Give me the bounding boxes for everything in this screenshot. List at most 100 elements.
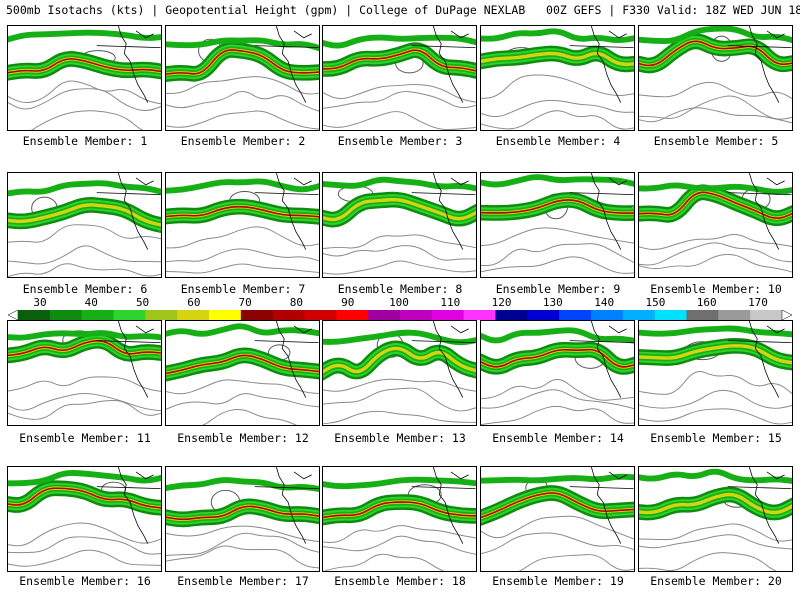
ensemble-map-9	[481, 173, 634, 274]
colorbar-swatch	[622, 310, 656, 320]
height-contour	[166, 110, 319, 130]
ensemble-panel-13	[322, 320, 477, 426]
height-contour	[323, 245, 476, 261]
coastline	[254, 467, 319, 544]
jet-band	[323, 49, 476, 72]
colorbar-tick-label: 120	[491, 296, 512, 309]
jet-band-secondary	[8, 180, 161, 197]
colorbar-swatch	[591, 310, 624, 320]
ensemble-map-15	[639, 321, 792, 425]
ensemble-panel-2	[165, 25, 320, 131]
ensemble-panel-5	[638, 25, 793, 131]
ensemble-member-label: Ensemble Member: 19	[492, 574, 624, 588]
jet-band	[166, 505, 319, 521]
jet-band-secondary	[166, 323, 319, 337]
ensemble-panel-7	[165, 172, 320, 278]
ensemble-panel-15	[638, 320, 793, 426]
jet-band-secondary	[639, 325, 792, 338]
height-contour	[323, 91, 476, 109]
ensemble-member-label: Ensemble Member: 11	[19, 431, 151, 445]
ensemble-map-7	[166, 173, 319, 274]
jet-band-secondary	[323, 476, 476, 490]
colorbar-tick-label: 160	[696, 296, 717, 309]
ensemble-panel-12	[165, 320, 320, 426]
height-contour	[481, 532, 634, 555]
ensemble-member-label: Ensemble Member: 7	[180, 282, 306, 296]
height-contour	[481, 99, 634, 118]
height-contour	[8, 245, 161, 265]
height-contour	[8, 392, 161, 412]
height-contour	[8, 263, 161, 277]
jet-band-secondary	[481, 473, 634, 484]
height-contour	[639, 389, 792, 409]
jet-band	[481, 492, 634, 519]
colorbar-swatch	[81, 310, 114, 320]
ensemble-panel-9	[480, 172, 635, 278]
ensemble-member-label: Ensemble Member: 16	[19, 574, 151, 588]
jet-band	[166, 354, 319, 375]
ensemble-member-label: Ensemble Member: 17	[177, 574, 309, 588]
height-contour	[323, 535, 476, 555]
jet-band-secondary	[166, 37, 319, 52]
height-contour	[639, 81, 792, 99]
height-contour	[481, 379, 634, 401]
ensemble-map-17	[166, 467, 319, 569]
jet-band	[323, 197, 476, 222]
height-contour	[639, 371, 792, 395]
colorbar-tick-label: 40	[84, 296, 98, 309]
coastline	[411, 321, 476, 398]
colorbar-arrow-left	[8, 310, 19, 320]
ensemble-panel-1	[7, 25, 162, 131]
colorbar-swatch	[145, 310, 178, 320]
height-contour	[639, 107, 792, 124]
ensemble-map-6	[8, 173, 161, 277]
height-contour	[166, 545, 319, 569]
colorbar-swatch	[18, 310, 51, 320]
colorbar-swatch	[49, 310, 83, 320]
height-contour	[8, 88, 161, 111]
height-contour	[639, 552, 777, 571]
height-contour	[639, 234, 792, 250]
coastline	[569, 467, 634, 544]
ensemble-member-label: Ensemble Member: 3	[337, 134, 463, 148]
colorbar-swatch	[718, 310, 751, 320]
coastline	[96, 173, 161, 250]
height-contour	[639, 523, 792, 542]
jet-band	[8, 203, 161, 227]
colorbar-swatch	[177, 310, 210, 320]
jet-band	[639, 40, 792, 67]
height-contour	[323, 260, 476, 275]
height-contour	[481, 405, 634, 425]
colorbar-tick-label: 140	[594, 296, 615, 309]
height-contour	[166, 76, 319, 95]
jet-band	[8, 58, 161, 74]
coastline	[727, 173, 792, 250]
height-contour	[8, 549, 161, 567]
height-contour	[639, 253, 792, 273]
coastline	[569, 26, 634, 103]
ensemble-member-label: Ensemble Member: 4	[495, 134, 621, 148]
ensemble-member-label: Ensemble Member: 10	[650, 282, 782, 296]
jet-band-secondary	[8, 330, 161, 341]
ensemble-member-label: Ensemble Member: 1	[22, 134, 148, 148]
colorbar-swatch	[527, 310, 560, 320]
ensemble-map-2	[166, 26, 319, 130]
coastline	[569, 173, 634, 250]
colorbar-tick-label: 110	[440, 296, 461, 309]
colorbar-tick-label: 60	[187, 296, 201, 309]
height-contour	[8, 399, 161, 420]
height-contour	[323, 83, 476, 103]
colorbar-swatch	[686, 310, 719, 320]
ensemble-map-1	[8, 26, 161, 130]
ensemble-member-label: Ensemble Member: 15	[650, 431, 782, 445]
jet-band-secondary	[166, 477, 319, 492]
height-contour	[166, 379, 319, 395]
jet-band-secondary	[481, 327, 634, 344]
height-contour	[30, 110, 144, 130]
ensemble-member-label: Ensemble Member: 18	[334, 574, 466, 588]
height-contour	[323, 387, 476, 412]
jet-band	[481, 348, 634, 368]
height-contour	[166, 226, 319, 249]
ensemble-map-12	[166, 321, 319, 425]
height-contour	[323, 410, 476, 425]
